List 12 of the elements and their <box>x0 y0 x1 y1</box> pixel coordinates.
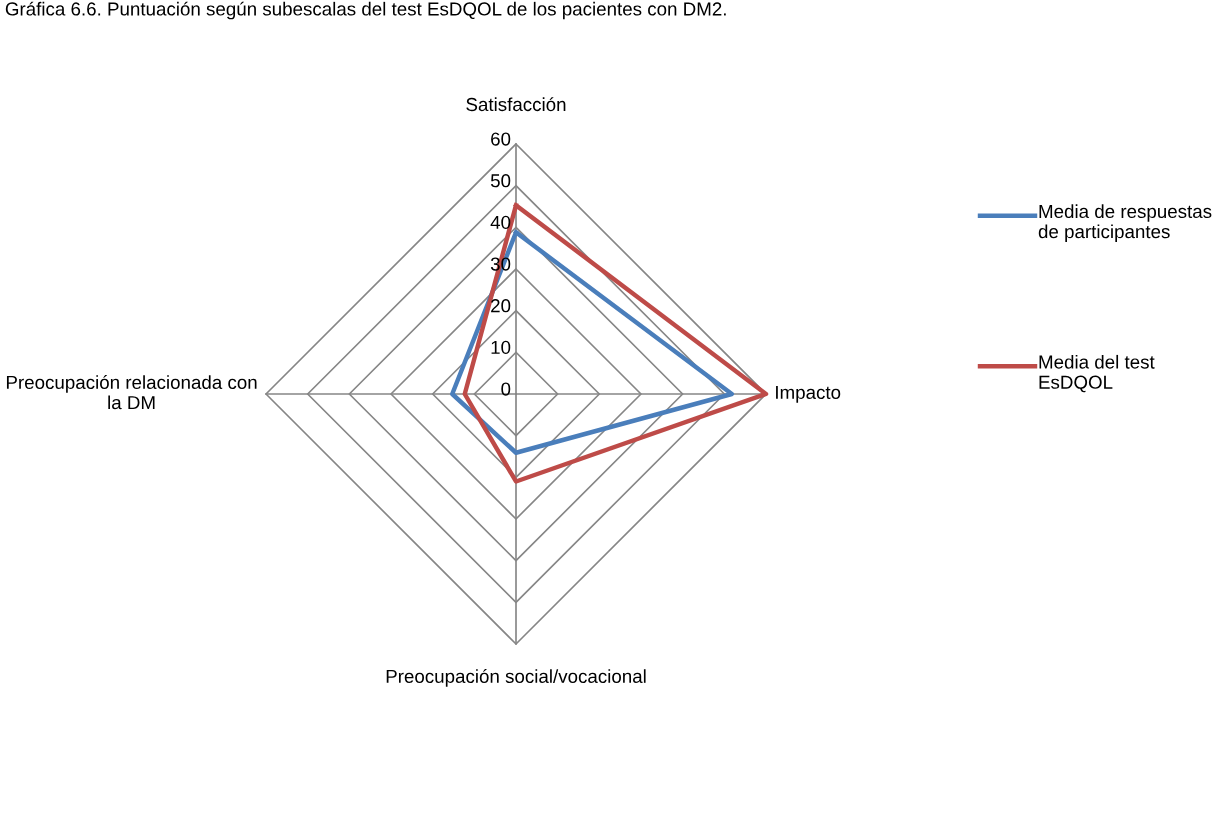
y-tick-label: 60 <box>491 132 511 146</box>
legend-label: Media de respuestas de participantes <box>1038 204 1212 242</box>
y-tick-label: 50 <box>490 174 511 188</box>
spoke-label: Impacto <box>776 385 841 403</box>
spoke-label: Satisfacción <box>466 97 566 112</box>
y-tick-label: 10 <box>491 340 511 355</box>
legend-label: Media del test EsDQOL <box>1039 354 1155 393</box>
spoke-label: Preocupación social/vocacional <box>386 669 646 687</box>
spoke-label: Preocupación relacionada con la DM <box>6 375 257 410</box>
chart-title: Gráfica 6.6. Puntuación según subescalas del test EsDQOL de los pacientes con DM2. <box>5 1 726 20</box>
y-tick-label: 0 <box>501 382 511 396</box>
y-tick-label: 20 <box>491 299 511 313</box>
